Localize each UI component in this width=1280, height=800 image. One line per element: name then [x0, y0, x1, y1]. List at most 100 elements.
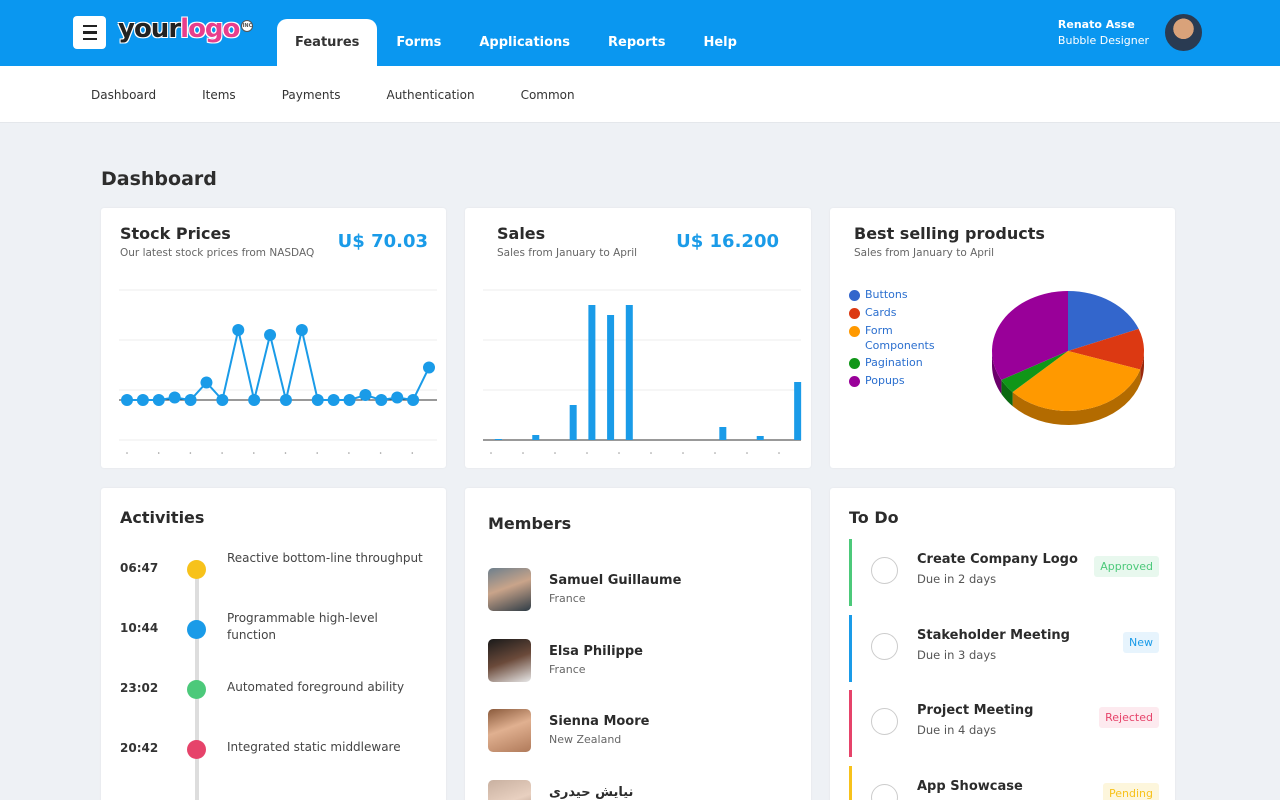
legend-swatch — [849, 358, 860, 370]
member-item[interactable]: Samuel Guillaume France — [488, 568, 788, 612]
top-bar: yourlogo INC Features Forms Applications… — [0, 0, 1280, 66]
todo-due: Due in 3 days — [917, 648, 997, 662]
legend-item[interactable]: Buttons — [849, 288, 945, 303]
sales-title: Sales — [497, 224, 546, 243]
legend-label: Popups — [865, 374, 905, 388]
sales-bar-0 — [494, 439, 502, 440]
hamburger-icon[interactable] — [73, 16, 106, 49]
status-badge: Pending — [1103, 783, 1159, 800]
timeline-dot — [187, 680, 206, 699]
timeline-dot — [187, 620, 206, 639]
stock-point-13 — [327, 394, 340, 406]
subnav-items[interactable]: Items — [202, 87, 236, 102]
stock-point-3 — [168, 391, 181, 404]
x-tick-mark — [126, 452, 128, 454]
pie-side-3 — [1001, 379, 1013, 407]
todo-checkbox[interactable] — [871, 633, 898, 660]
subnav-common[interactable]: Common — [520, 87, 575, 102]
activity-time: 20:42 — [120, 741, 159, 755]
sales-bar-2 — [532, 435, 540, 440]
x-tick-mark — [554, 452, 556, 454]
user-info[interactable]: Renato Asse Bubble Designer — [1058, 18, 1149, 47]
nav-forms[interactable]: Forms — [396, 35, 442, 50]
x-tick-mark — [253, 452, 255, 454]
stock-point-19 — [423, 361, 435, 374]
activity-text: Programmable high-level function — [227, 611, 378, 642]
stock-point-17 — [391, 391, 404, 404]
stock-point-1 — [136, 394, 149, 406]
company-logo[interactable]: yourlogo INC — [118, 14, 254, 44]
legend-label: Pagination — [865, 356, 923, 370]
sales-bar-6 — [607, 315, 615, 440]
legend-swatch — [849, 307, 860, 319]
x-tick-mark — [379, 452, 382, 454]
nav-applications[interactable]: Applications — [479, 35, 571, 50]
legend-item[interactable]: Pagination — [849, 356, 945, 371]
member-name: Samuel Guillaume — [549, 573, 682, 588]
logo-text-logo: logo — [180, 14, 240, 44]
activity-time: 23:02 — [120, 681, 159, 695]
members-card: Members Samuel Guillaume France Elsa Phili… — [465, 488, 811, 800]
stock-point-18 — [407, 394, 420, 406]
page-title: Dashboard — [101, 168, 217, 190]
x-tick-mark — [490, 452, 492, 454]
todo-checkbox[interactable] — [871, 784, 898, 800]
subnav-authentication[interactable]: Authentication — [386, 87, 475, 102]
legend-swatch — [849, 325, 860, 337]
x-tick-mark — [316, 452, 318, 454]
todo-title: Project Meeting — [917, 703, 1034, 718]
main-nav: Features Forms Applications Reports Help — [277, 19, 756, 66]
activities-card: Activities 06:47 Reactive bottom-line thr… — [101, 488, 446, 800]
subnav-payments[interactable]: Payments — [281, 87, 341, 102]
legend-item[interactable]: Form Components — [849, 324, 945, 354]
legend-label: Form Components — [865, 323, 935, 352]
member-country: France — [549, 663, 586, 676]
member-item[interactable]: Elsa Philippe France — [488, 639, 788, 683]
stock-point-10 — [279, 394, 292, 406]
x-tick-mark — [522, 452, 524, 454]
pie-slice-0 — [1068, 291, 1139, 351]
x-tick-mark — [714, 452, 716, 454]
legend-swatch — [849, 376, 860, 388]
subnav-dashboard[interactable]: Dashboard — [91, 87, 157, 102]
legend-item[interactable]: Popups — [849, 374, 945, 389]
user-avatar[interactable] — [1163, 12, 1204, 53]
stock-point-0 — [121, 394, 133, 406]
legend-item[interactable]: Cards — [849, 306, 945, 321]
sales-subtitle: Sales from January to April — [497, 247, 638, 259]
member-name: Elsa Philippe — [549, 644, 643, 659]
logo-mark: INC — [241, 20, 254, 32]
stock-point-14 — [343, 394, 356, 406]
todo-title: Create Company Logo — [917, 552, 1078, 567]
member-item[interactable]: نیایش حیدری — [488, 780, 788, 800]
stock-line-chart — [119, 289, 437, 454]
sales-bar-chart — [483, 289, 802, 454]
pie-chart — [992, 291, 1144, 425]
nav-help[interactable]: Help — [703, 35, 737, 50]
stock-point-11 — [295, 324, 308, 336]
member-item[interactable]: Sienna Moore New Zealand — [488, 709, 788, 753]
todo-checkbox[interactable] — [871, 708, 898, 735]
pie-slice-3 — [1001, 351, 1068, 393]
todo-title: To Do — [849, 508, 899, 527]
todo-title: Stakeholder Meeting — [917, 628, 1070, 643]
x-tick-mark — [586, 452, 588, 454]
legend-swatch — [849, 290, 860, 301]
pie-side-4 — [992, 351, 1002, 394]
x-tick-mark — [157, 452, 160, 454]
todo-checkbox[interactable] — [871, 557, 898, 584]
status-badge: Approved — [1094, 556, 1159, 577]
sales-amount: U$ 16.200 — [676, 231, 779, 252]
pie-slice-4 — [992, 291, 1068, 380]
todo-due: Due in 4 days — [917, 723, 997, 737]
sales-bar-7 — [625, 305, 633, 440]
todo-item: Create Company Logo Due in 2 days Approved — [849, 539, 1159, 606]
stock-point-8 — [248, 394, 261, 406]
nav-reports[interactable]: Reports — [608, 35, 666, 50]
x-tick-mark — [778, 452, 780, 454]
sales-bar-16 — [794, 382, 802, 440]
activity-text: Reactive bottom-line throughput — [227, 551, 423, 565]
x-tick-mark — [650, 452, 652, 454]
pie-side-2 — [1012, 369, 1141, 425]
nav-features[interactable]: Features — [277, 19, 378, 66]
